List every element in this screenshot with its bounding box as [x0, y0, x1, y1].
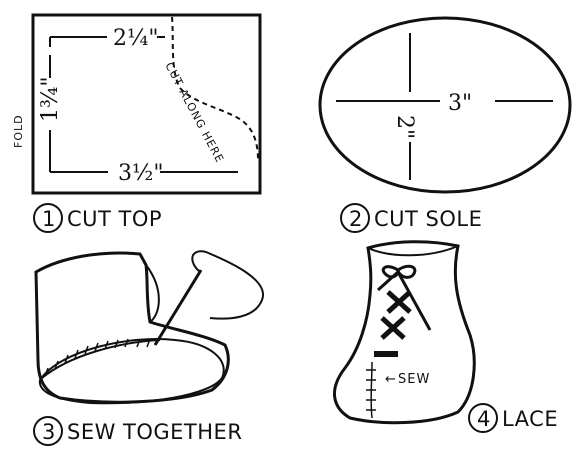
laces-crossings — [380, 290, 412, 340]
panel-cut-top: 2¼" 1¾" 3½" CUT ALONG HERE FOLD 1 CUT TO… — [12, 13, 262, 233]
step-2-circle — [340, 203, 370, 233]
sole-attached-outline — [38, 338, 225, 405]
opening-curve — [367, 245, 459, 257]
step-3-label: SEW TOGETHER — [67, 420, 242, 444]
side-height-label: 1¾" — [38, 77, 63, 122]
sole-length-label: 3" — [448, 91, 472, 116]
panel-lace: ← SEW 4 LACE — [332, 240, 558, 433]
step-4-label: LACE — [502, 407, 558, 431]
step-1-number: 1 — [42, 207, 56, 231]
step-4-number: 4 — [477, 407, 491, 431]
sew-note: SEW — [398, 372, 430, 387]
sole-pattern-outline — [318, 16, 572, 194]
panel-sew-together: 3 SEW TOGETHER — [33, 250, 265, 446]
lace-bow — [376, 264, 432, 331]
step-4-circle — [468, 403, 498, 433]
laced-bootie-outline — [332, 240, 476, 425]
bootie-heel-curve — [145, 264, 160, 323]
sew-arrow: ← — [385, 372, 397, 387]
step-3-number: 3 — [42, 420, 56, 444]
step-1-circle — [33, 203, 63, 233]
top-pattern-outline — [31, 13, 262, 195]
stitch-ticks — [44, 338, 151, 377]
panel-cut-sole: 3" 2" 2 CUT SOLE — [318, 16, 572, 233]
sole-width-label: 2" — [392, 115, 417, 139]
thread-line — [191, 250, 265, 320]
top-width-label: 2¼" — [113, 26, 158, 51]
stitch-line — [41, 339, 161, 379]
cut-along-here-note: CUT ALONG HERE — [162, 60, 226, 165]
step-2-label: CUT SOLE — [374, 207, 482, 231]
step-2-number: 2 — [349, 207, 363, 231]
cut-along-dashed-line — [171, 16, 259, 161]
step-3-circle — [33, 416, 63, 446]
front-seam-stitches — [366, 361, 376, 419]
bottom-width-label: 3½" — [118, 161, 163, 186]
step-1-label: CUT TOP — [67, 207, 162, 231]
fold-label: FOLD — [12, 114, 25, 148]
